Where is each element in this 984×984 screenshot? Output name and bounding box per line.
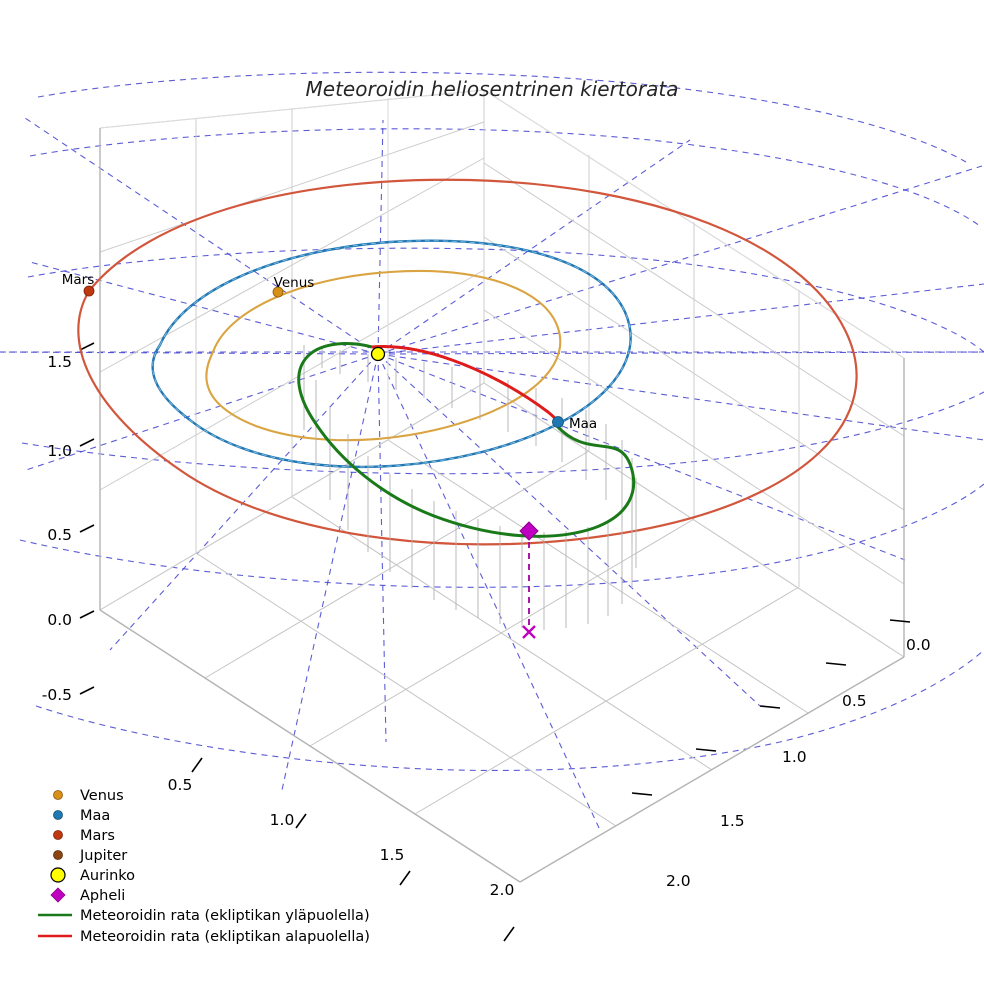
aphelion-projection-x-icon: [522, 625, 536, 639]
legend-label-venus: Venus: [80, 788, 124, 804]
mars-label: Mars: [62, 272, 95, 288]
legend-marker-jupiter: [53, 850, 63, 860]
orbit-stem-lines: [303, 345, 637, 630]
legend-label-mars: Mars: [80, 828, 115, 844]
y-tick-2: 0.5: [842, 692, 867, 710]
meteoroid-orbit-above-ecliptic: [297, 342, 636, 538]
earth-orbit-ring-highlight: [152, 240, 631, 468]
legend-label-jupiter: Jupiter: [79, 848, 127, 864]
x-tick-2: 1.0: [270, 811, 295, 829]
floor-grid: [99, 382, 905, 883]
page-title: Meteoroidin heliosentrinen kiertorata: [306, 77, 679, 101]
mars-orbit-ring: [77, 178, 858, 546]
meteoroid-orbit-below-ecliptic: [371, 345, 560, 423]
box-outline: [99, 89, 905, 440]
axis-spines: [99, 128, 905, 883]
x-tick-1: 0.5: [168, 776, 193, 794]
legend-label-above-ecliptic: Meteoroidin rata (ekliptikan yläpuolella…: [80, 908, 370, 924]
earth-label: Maa: [569, 416, 597, 432]
z-tick-3: 0.5: [47, 526, 72, 544]
aphelion-marker: [519, 521, 539, 541]
z-tick-2: 1.0: [47, 442, 72, 460]
y-tick-1: 0.0: [906, 636, 931, 654]
ecliptic-radial-spokes: [0, 117, 984, 831]
z-tick-4: 0.0: [47, 611, 72, 629]
legend-label-maa: Maa: [80, 808, 110, 824]
legend-label-below-ecliptic: Meteoroidin rata (ekliptikan alapuolella…: [80, 929, 370, 945]
legend: Venus Maa Mars Jupiter Aurinko Apheli Me…: [38, 788, 370, 945]
legend-marker-apheli: [50, 887, 66, 903]
y-tick-5: 2.0: [666, 872, 691, 890]
z-tick-1: 1.5: [47, 353, 72, 371]
legend-label-aurinko: Aurinko: [80, 868, 135, 884]
legend-marker-aurinko: [50, 867, 66, 883]
mars-marker: [83, 285, 95, 297]
legend-marker-mars: [53, 830, 63, 840]
y-tick-3: 1.0: [782, 748, 807, 766]
y-axis-ticks: [631, 619, 911, 796]
sun-marker: [370, 346, 386, 362]
x-axis-ticks: [191, 757, 515, 942]
legend-marker-maa: [53, 810, 63, 820]
legend-label-apheli: Apheli: [80, 888, 125, 904]
venus-marker: [272, 286, 284, 298]
z-axis-ticks: [79, 342, 95, 695]
venus-orbit-ring: [205, 270, 562, 442]
ecliptic-polar-grid: [0, 71, 984, 772]
z-tick-5: -0.5: [42, 686, 72, 704]
x-tick-4: 2.0: [490, 881, 515, 899]
venus-label: Venus: [274, 275, 315, 291]
y-tick-4: 1.5: [720, 812, 745, 830]
legend-marker-venus: [53, 790, 63, 800]
earth-marker: [552, 416, 564, 428]
x-tick-3: 1.5: [380, 846, 405, 864]
